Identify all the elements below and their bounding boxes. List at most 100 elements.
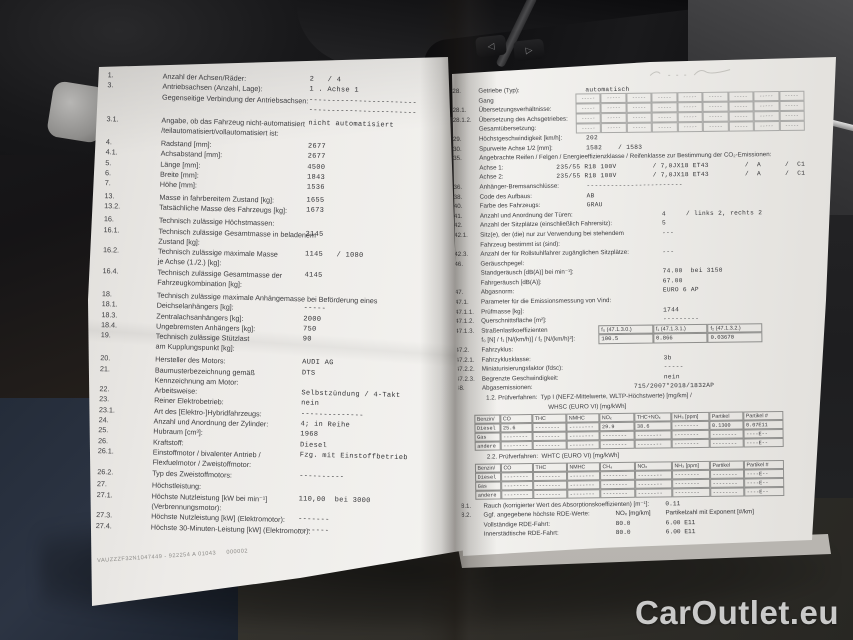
item-value: 4 / links 2, rechts 2 (661, 208, 763, 218)
item-label: Achse 2: (479, 173, 504, 182)
right-arrow-icon: ▷ (525, 44, 533, 56)
item-label-line2: Zustand [kg]: (158, 236, 201, 247)
table-cell: ----- (779, 110, 805, 121)
item-value: AB (586, 191, 595, 199)
table-cell: ----- (778, 100, 805, 111)
item-number: 20. (100, 353, 111, 363)
table-cell: ----- (600, 92, 627, 103)
table-cell: Diesel (474, 423, 501, 433)
item-number: 27.4. (95, 520, 112, 531)
item-label: Abgasnorm: (480, 288, 515, 297)
road-load-table: f₀ (47.1.3.0.) f₁ (47.1.3.1.) f₂ (47.1.3.2… (598, 323, 763, 344)
table-cell: -------- (600, 470, 636, 480)
item-label: Miniaturisierungsfaktor (fdsc): (481, 364, 563, 373)
right-page-content: 28. Getriebe (Typ): automatisch Gang 28.… (452, 58, 820, 556)
item-number: 47. (454, 289, 464, 297)
table-cell: Gas (475, 480, 502, 491)
item-value: ------------------------ (586, 181, 683, 190)
table-cell: -------- (671, 429, 710, 439)
table-cell: ----- (728, 90, 754, 102)
table-cell: ----- (575, 102, 602, 114)
item-value-col2: 6.00 E11 (665, 518, 696, 527)
rows-rde: 48.1. Rauch (korrigierter Wert des Absor… (457, 498, 819, 541)
item-value: ----- (303, 304, 327, 314)
item-value: 67.00 (662, 277, 683, 285)
table-cell: ----- (626, 92, 652, 103)
table-cell: ----E-- (743, 468, 785, 479)
table-row: 100.5 0.866 0.03670 (598, 332, 763, 344)
item-number: 21. (99, 363, 111, 373)
table-cell: ----- (575, 112, 602, 124)
table-cell: -------- (599, 439, 635, 449)
item-number: 26.1. (97, 446, 114, 456)
table-cell: 0.03670 (707, 332, 763, 343)
table-cell: ----- (702, 91, 729, 102)
item-label: Getriebe (Typ): (478, 87, 520, 95)
item-label: Anzahl der für Rollstuhlfahrer zugänglic… (480, 248, 629, 258)
item-number: 26. (97, 435, 109, 445)
item-value-col2: Partikelzahl mit Exponent [#/km] (665, 508, 754, 517)
item-number: 18.3. (101, 309, 118, 320)
item-number: 3. (107, 80, 114, 90)
item-number: 47.1.1. (455, 308, 475, 316)
item-label-line2 (162, 103, 164, 112)
item-value-col2: 0.11 (665, 499, 681, 507)
item-label: Radstand [mm]: (160, 138, 212, 149)
item-label: Code des Aufbaus: (479, 192, 532, 201)
item-value: 3b (663, 353, 672, 362)
left-arrow-icon: ◁ (487, 40, 495, 52)
item-value-col1: 80.0 (615, 519, 631, 527)
table-cell: ----- (652, 121, 678, 133)
table-cell: Diesel (475, 471, 502, 482)
table-cell: 38.6 (634, 420, 672, 431)
item-value: 2 / 4 (309, 75, 342, 85)
item-label: Übersetzungsverhältnisse: (478, 105, 552, 114)
item-value: AUDI AG (302, 358, 334, 368)
item-number: 27.3. (96, 510, 113, 520)
item-label-line2: je Achse (1./2.) [kg]: (157, 257, 222, 268)
table-cell: -------- (600, 479, 636, 489)
item-value: --- (662, 229, 675, 237)
table-cell: ----- (779, 120, 805, 131)
item-label-line2: /teilautomatisiert/vollautomatisiert ist… (161, 125, 279, 138)
table-cell: ----E-- (743, 437, 784, 448)
rows-cycle: 47.2. Fahrzyklus: 47.2.1. Fahrzyklusklas… (455, 343, 818, 395)
item-number: 5. (105, 157, 112, 167)
item-label: Fahrgeräusch [dB(A)]: (480, 278, 542, 287)
item-number: 7. (104, 178, 111, 188)
item-value: ----- (663, 363, 684, 371)
item-number: 29. (452, 135, 462, 143)
item-value: 2000 (303, 314, 322, 324)
table-cell: -------- (501, 471, 534, 481)
table-cell: -------- (500, 440, 533, 451)
item-number: 28. (452, 87, 462, 95)
item-number: 47.2.2. (455, 365, 475, 374)
item-label: Höchstgeschwindigkeit [km/h]: (478, 134, 563, 143)
item-value: 5 (661, 219, 667, 227)
item-number: 16.4. (102, 265, 119, 276)
item-value-col1: NOₓ [mg/km] (615, 509, 651, 518)
item-value: 4500 (307, 163, 326, 172)
item-label: Typ des Zweistoffmotors: (152, 468, 233, 480)
item-value: Selbstzündung / 4-Takt (301, 389, 401, 401)
item-number: 26.2. (97, 466, 114, 477)
item-number: 6. (104, 168, 112, 178)
table-cell: ----E-- (744, 477, 785, 488)
table-cell: -------- (566, 421, 600, 432)
steering-wheel-button-right: ▷ (513, 38, 545, 62)
table-cell: ----- (626, 112, 653, 123)
item-number: 4. (105, 137, 113, 147)
table-cell: -------- (501, 489, 534, 499)
table-cell: ----- (753, 120, 780, 131)
item-label: Arbeitsweise: (154, 385, 198, 396)
table-cell: -------- (672, 487, 711, 497)
item-value: 2677 (307, 152, 326, 162)
item-label-line2: am Kupplungspunkt [kg]: (155, 341, 235, 354)
table-cell: ----- (677, 121, 704, 132)
table-cell: ----- (778, 90, 805, 101)
item-label-line2: Kennzeichnung am Motor: (154, 375, 239, 387)
table-cell: Gas (474, 432, 501, 442)
table-cell: 29.9 (599, 421, 635, 431)
test-title-line1: 1.2. Prüfverfahren: Typ I (NEFZ-Mittelwe… (486, 392, 692, 402)
item-label: Hersteller des Motors: (155, 354, 226, 366)
